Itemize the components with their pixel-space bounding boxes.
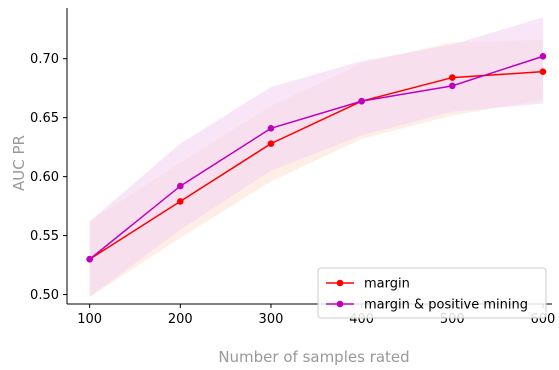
y-axis-title: AUC PR bbox=[10, 135, 28, 191]
x-tick-label: 100 bbox=[77, 312, 102, 327]
x-tick-label: 200 bbox=[168, 312, 193, 327]
data-point bbox=[267, 124, 275, 132]
y-ticks: 0.50 0.55 0.60 0.65 0.70 bbox=[30, 52, 67, 303]
y-tick-label: 0.50 bbox=[30, 288, 59, 303]
legend-label: margin & positive mining bbox=[364, 298, 528, 313]
y-tick-label: 0.60 bbox=[30, 170, 59, 185]
x-tick-label: 300 bbox=[259, 312, 284, 327]
data-point bbox=[267, 140, 275, 147]
series-lines bbox=[89, 55, 544, 260]
series-points bbox=[86, 53, 547, 263]
y-tick-label: 0.70 bbox=[30, 52, 59, 67]
data-point bbox=[86, 255, 93, 263]
x-axis-title: Number of samples rated bbox=[218, 348, 409, 366]
legend-marker bbox=[336, 300, 344, 308]
legend: margin margin & positive mining bbox=[317, 267, 547, 319]
data-point bbox=[448, 82, 456, 90]
legend-label: margin bbox=[364, 277, 410, 292]
data-point bbox=[177, 198, 184, 205]
series-line-1 bbox=[89, 55, 544, 260]
confidence-band-1 bbox=[89, 17, 543, 297]
confidence-bands bbox=[89, 17, 543, 297]
y-tick-label: 0.55 bbox=[30, 229, 59, 244]
data-point bbox=[539, 68, 547, 75]
data-point bbox=[539, 53, 547, 60]
legend-box bbox=[317, 267, 547, 319]
legend-marker bbox=[336, 279, 344, 287]
x-ticks: 100 200 300 400 500 600 bbox=[77, 304, 555, 327]
series-line-0 bbox=[89, 70, 543, 260]
y-tick-label: 0.65 bbox=[30, 111, 59, 126]
data-point bbox=[448, 74, 456, 81]
data-point bbox=[358, 97, 365, 105]
data-point bbox=[177, 182, 184, 190]
